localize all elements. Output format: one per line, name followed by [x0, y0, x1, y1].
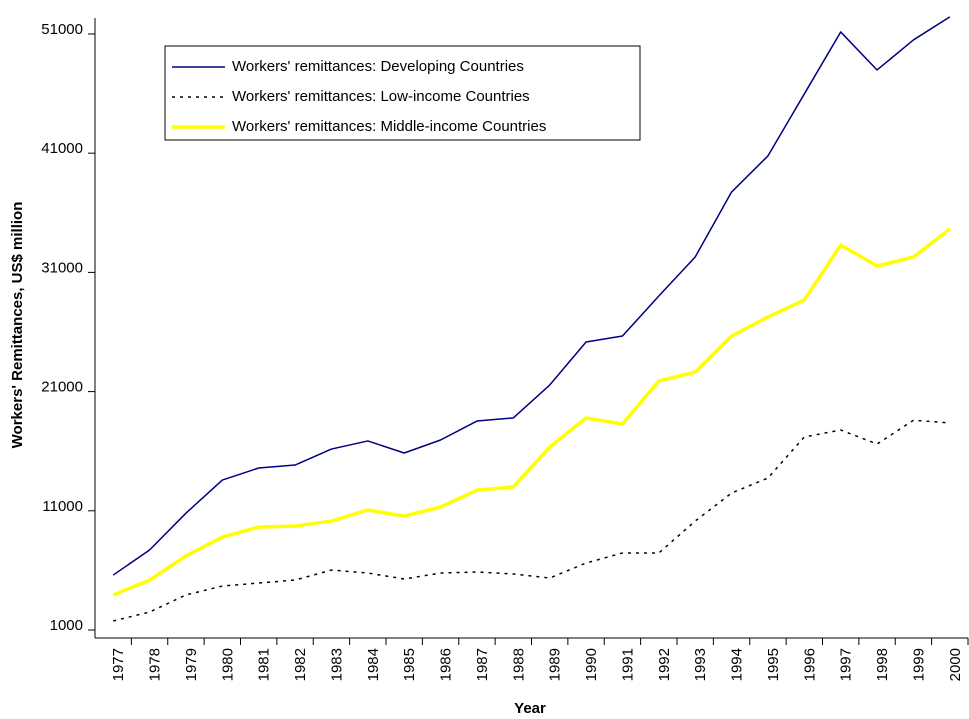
legend-label: Workers' remittances: Middle-income Coun… [232, 118, 546, 135]
x-tick-label: 1995 [765, 648, 782, 681]
legend-box [164, 45, 641, 141]
x-tick-label: 1984 [365, 648, 382, 681]
x-tick-label: 1977 [110, 648, 127, 681]
x-tick-label: 1992 [656, 648, 673, 681]
x-tick-label: 1982 [292, 648, 309, 681]
x-tick-label: 1988 [510, 648, 527, 681]
x-tick-label: 1997 [838, 648, 855, 681]
series-line [112, 227, 951, 597]
x-tick-label: 1980 [219, 648, 236, 681]
x-tick-label: 1986 [438, 648, 455, 681]
x-tick-label: 1987 [474, 648, 491, 681]
y-tick-label: 11000 [42, 498, 83, 515]
y-tick-label: 31000 [41, 259, 83, 276]
x-tick-label: 1981 [256, 648, 273, 681]
y-tick-label: 41000 [41, 140, 83, 157]
x-tick-label: 2000 [947, 648, 964, 681]
y-axis-title: Workers' Remittances, US$ million [9, 202, 26, 449]
x-tick-label: 1978 [147, 648, 164, 681]
x-tick-label: 1999 [910, 648, 927, 681]
y-tick-label: 51000 [41, 21, 83, 38]
x-tick-label: 1993 [692, 648, 709, 681]
y-tick-label: 1000 [50, 617, 83, 634]
x-tick-label: 1990 [583, 648, 600, 681]
x-tick-label: 1996 [801, 648, 818, 681]
x-tick-label: 1983 [328, 648, 345, 681]
legend-label: Workers' remittances: Low-income Countri… [232, 88, 530, 105]
x-tick-label: 1979 [183, 648, 200, 681]
series-line [113, 419, 950, 622]
x-tick-label: 1985 [401, 648, 418, 681]
series-line [112, 16, 951, 576]
x-tick-label: 1994 [729, 648, 746, 681]
legend-label: Workers' remittances: Developing Countri… [232, 58, 524, 75]
x-tick-label: 1998 [874, 648, 891, 681]
x-tick-label: 1991 [619, 648, 636, 681]
x-axis-title: Year [514, 700, 546, 717]
x-tick-label: 1989 [547, 648, 564, 681]
y-tick-label: 21000 [41, 379, 83, 396]
